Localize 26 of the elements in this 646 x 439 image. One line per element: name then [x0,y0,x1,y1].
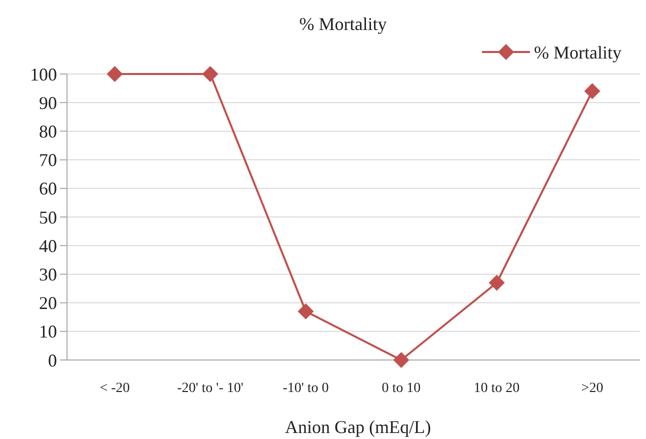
x-tick-label: 0 to 10 [382,381,421,396]
x-tick-label: -20' to '- 10' [177,381,244,396]
x-tick-label: < -20 [100,381,130,396]
point [202,66,218,82]
point [393,352,410,368]
y-tick-label: 30 [39,264,57,284]
x-tick-label: >20 [581,381,604,396]
y-tick-label: 90 [39,92,57,113]
point [488,274,505,291]
y-tick-label: 20 [39,293,57,314]
y-tick-label: 50 [39,207,57,228]
y-tick-label: 60 [39,178,57,199]
x-axis-title: Anion Gap (mEq/L) [285,417,431,437]
y-tick-label: 10 [39,322,57,342]
point [584,83,600,100]
y-tick-label: 80 [39,122,57,142]
point [298,303,314,320]
chart-title: % Mortality [299,14,387,34]
y-tick-label: 70 [39,150,57,170]
y-tick-label: 0 [48,350,57,370]
legend-label: % Mortality [534,42,622,62]
x-tick-label: -10' to 0 [282,381,329,396]
y-tick-label: 100 [30,64,57,84]
x-tick-label: 10 to 20 [474,381,520,396]
y-tick-label: 40 [39,236,57,256]
point [106,66,123,82]
